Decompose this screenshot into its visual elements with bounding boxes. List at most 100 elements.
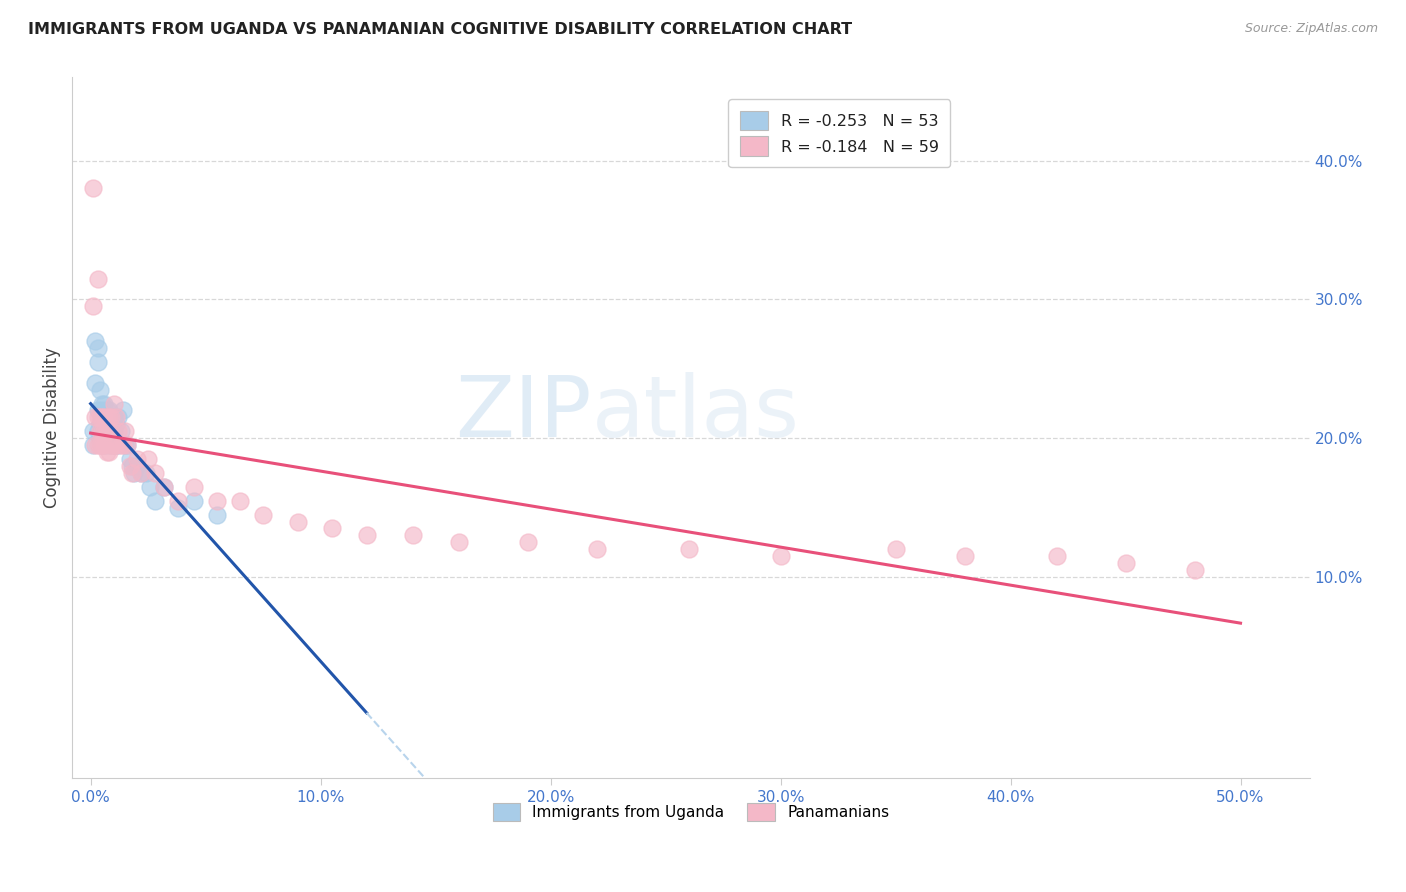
Point [401,528,423,542]
Point [129,466,152,480]
Point [153,480,176,494]
Point [183,480,205,494]
Point [1184,563,1206,577]
Point [96,425,118,439]
Point [98,431,121,445]
Point [98,403,121,417]
Point [86,425,108,439]
Point [103,396,125,410]
Point [103,438,125,452]
Point [104,410,127,425]
Point [107,438,129,452]
Point [98,445,121,459]
Point [84,410,107,425]
Point [287,515,309,529]
Point [229,493,252,508]
Point [107,410,129,425]
Point [96,425,118,439]
Point [111,438,134,452]
Point [1045,549,1067,564]
Point [82,181,104,195]
Point [143,466,166,480]
Point [93,438,115,452]
Point [91,396,114,410]
Point [100,417,122,432]
Point [86,410,108,425]
Point [98,410,121,425]
Point [103,438,125,452]
Text: atlas: atlas [592,372,800,455]
Point [86,341,108,355]
Point [183,493,205,508]
Point [1115,556,1137,570]
Point [678,542,700,557]
Point [117,438,139,452]
Point [516,535,538,549]
Point [96,403,118,417]
Point [86,403,108,417]
Point [153,480,176,494]
Point [107,425,129,439]
Point [321,521,343,535]
Point [139,480,162,494]
Point [100,438,122,452]
Point [84,376,107,390]
Point [93,410,115,425]
Text: IMMIGRANTS FROM UGANDA VS PANAMANIAN COGNITIVE DISABILITY CORRELATION CHART: IMMIGRANTS FROM UGANDA VS PANAMANIAN COG… [28,22,852,37]
Point [110,438,132,452]
Point [91,438,114,452]
Point [447,535,470,549]
Point [252,508,274,522]
Point [121,466,143,480]
Point [98,417,121,432]
Point [135,466,157,480]
Point [167,500,190,515]
Point [103,410,125,425]
Point [136,452,159,467]
Point [205,508,228,522]
Point [167,493,190,508]
Point [125,452,148,467]
Point [96,445,118,459]
Point [121,458,143,473]
Point [86,355,108,369]
Point [205,493,228,508]
Point [129,466,152,480]
Point [93,417,115,432]
Point [96,438,118,452]
Point [96,410,118,425]
Point [356,528,378,542]
Point [93,425,115,439]
Point [110,425,132,439]
Point [91,438,114,452]
Legend: Immigrants from Uganda, Panamanians: Immigrants from Uganda, Panamanians [481,790,901,834]
Point [89,410,111,425]
Point [84,438,107,452]
Point [103,425,125,439]
Point [953,549,976,564]
Point [100,438,122,452]
Point [118,452,141,467]
Point [89,438,111,452]
Text: ZIP: ZIP [456,372,592,455]
Point [111,403,134,417]
Point [125,458,148,473]
Point [124,466,146,480]
Point [96,410,118,425]
Point [93,438,115,452]
Point [104,438,127,452]
Point [84,334,107,348]
Y-axis label: Cognitive Disability: Cognitive Disability [44,347,60,508]
Point [82,438,104,452]
Point [100,410,122,425]
Point [89,431,111,445]
Point [98,425,121,439]
Point [91,425,114,439]
Point [82,425,104,439]
Point [114,425,136,439]
Point [104,438,127,452]
Point [89,425,111,439]
Point [86,271,108,285]
Point [118,458,141,473]
Point [86,438,108,452]
